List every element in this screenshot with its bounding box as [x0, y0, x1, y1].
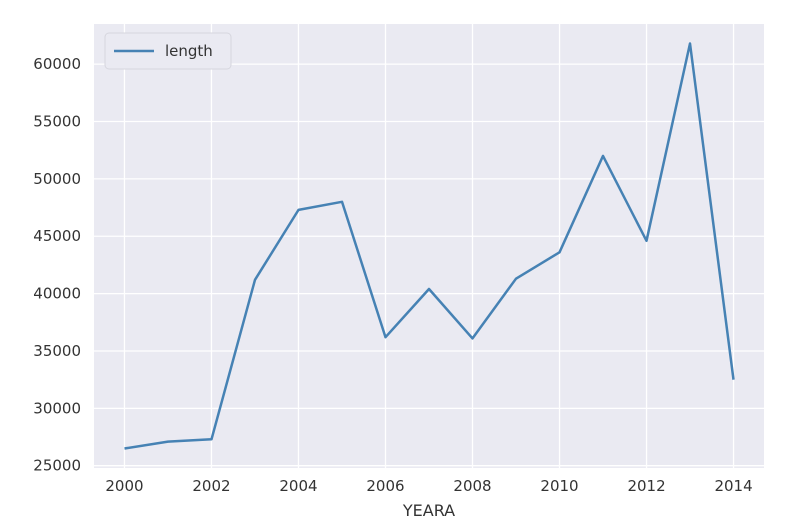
y-tick-label: 40000 — [33, 285, 81, 303]
x-tick-label: 2002 — [192, 477, 230, 495]
plot-area — [94, 24, 764, 468]
y-tick-label: 55000 — [33, 113, 81, 131]
x-tick-label: 2012 — [627, 477, 665, 495]
x-tick-label: 2010 — [540, 477, 578, 495]
y-tick-labels: 25000 30000 35000 40000 45000 50000 55000 60000 — [33, 55, 81, 475]
x-axis-label: YEARA — [402, 501, 455, 520]
y-tick-label: 60000 — [33, 55, 81, 73]
x-gridlines — [123, 24, 735, 468]
x-tick-label: 2004 — [279, 477, 317, 495]
y-tick-label: 25000 — [33, 457, 81, 475]
y-tick-label: 50000 — [33, 170, 81, 188]
x-tick-label: 2008 — [453, 477, 491, 495]
series-layer — [124, 42, 735, 450]
x-tick-label: 2014 — [714, 477, 752, 495]
series-line-length — [124, 42, 735, 450]
y-tick-label: 30000 — [33, 399, 81, 417]
legend-box — [104, 32, 232, 70]
y-tick-label: 35000 — [33, 342, 81, 360]
y-gridlines — [94, 63, 764, 467]
x-tick-label: 2000 — [105, 477, 143, 495]
legend: length — [104, 32, 232, 70]
y-tick-label: 45000 — [33, 227, 81, 245]
x-tick-labels: 2000 2002 2004 2006 2008 2010 2012 2014 — [105, 477, 752, 495]
x-tick-label: 2006 — [366, 477, 404, 495]
legend-label-length: length — [165, 42, 213, 60]
